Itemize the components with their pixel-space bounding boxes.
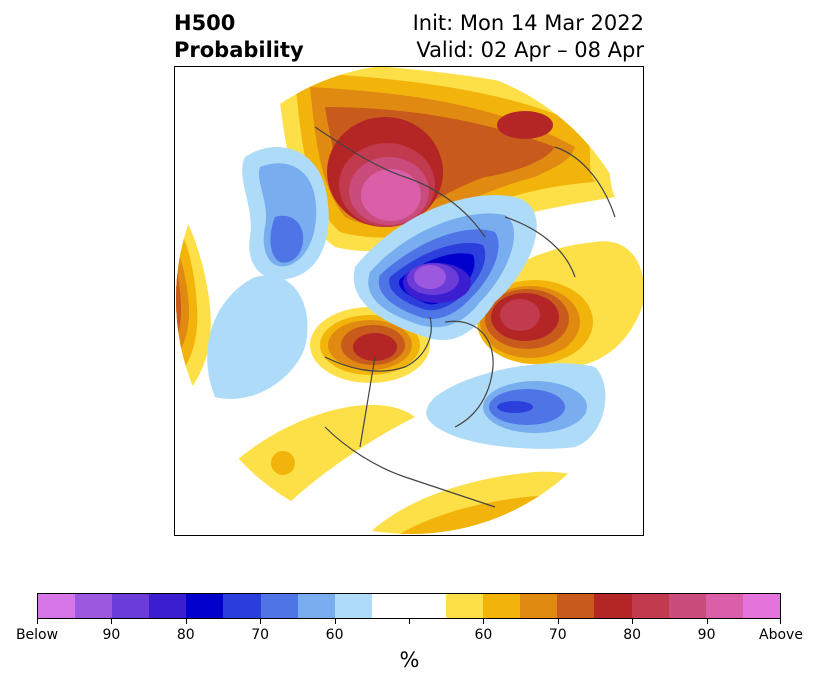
colorbar-tick-label: 60	[325, 627, 344, 643]
colorbar-tick-label: 80	[176, 627, 195, 643]
colorbar-tick	[632, 619, 634, 624]
colorbar-tick-label: 60	[474, 627, 493, 643]
colorbar-segment	[742, 594, 780, 618]
map-frame	[174, 66, 644, 536]
colorbar-tick	[706, 619, 708, 624]
colorbar-segment	[112, 594, 150, 618]
title-variable: H500	[174, 11, 236, 35]
colorbar	[37, 593, 781, 619]
colorbar-unit: %	[399, 648, 420, 672]
colorbar-segment	[705, 594, 743, 618]
colorbar-tick-label: Above	[759, 627, 803, 643]
colorbar-segment	[334, 594, 372, 618]
colorbar-tick	[483, 619, 485, 624]
colorbar-segment	[371, 594, 409, 618]
anomaly-atlantic-low	[426, 363, 606, 449]
colorbar-labels: Below 90 80 70 60 60 70 80 90 Above	[16, 627, 803, 647]
anomaly-west-na	[235, 404, 415, 510]
colorbar-segment	[38, 594, 76, 618]
colorbar-tick	[557, 619, 559, 624]
colorbar-tick-label: 70	[251, 627, 270, 643]
colorbar-segment	[557, 594, 595, 618]
colorbar-segment	[297, 594, 335, 618]
colorbar-tick-label: 90	[102, 627, 121, 643]
colorbar-segment	[186, 594, 224, 618]
colorbar-tick	[111, 619, 113, 624]
colorbar-ticks	[37, 619, 781, 624]
colorbar-tick	[780, 619, 781, 624]
colorbar-segment	[631, 594, 669, 618]
anomaly-arctic	[353, 195, 537, 341]
title-product: Probability	[174, 38, 304, 62]
colorbar-segment	[223, 594, 261, 618]
valid-range: Valid: 02 Apr – 08 Apr	[416, 38, 644, 62]
colorbar-tick	[260, 619, 262, 624]
coastlines	[314, 126, 616, 508]
colorbar-tick	[185, 619, 187, 624]
anomaly-europe	[275, 67, 615, 252]
colorbar-segment	[260, 594, 298, 618]
colorbar-tick-label: Below	[15, 627, 59, 643]
colorbar-segment	[408, 594, 447, 618]
colorbar-segment	[75, 594, 113, 618]
colorbar-tick	[334, 619, 336, 624]
colorbar-segment	[520, 594, 558, 618]
colorbar-segment	[594, 594, 632, 618]
colorbar-tick	[409, 619, 410, 624]
colorbar-tick-label: 70	[548, 627, 567, 643]
colorbar-segment	[483, 594, 521, 618]
colorbar-segment	[149, 594, 187, 618]
colorbar-tick	[37, 619, 38, 624]
colorbar-tick-label: 90	[697, 627, 716, 643]
colorbar-segment	[668, 594, 706, 618]
polar-map	[176, 67, 643, 534]
colorbar-segment	[446, 594, 484, 618]
anomaly-ne-pacific	[207, 147, 329, 399]
colorbar-tick-label: 80	[623, 627, 642, 643]
init-date: Init: Mon 14 Mar 2022	[412, 11, 644, 35]
title-right: Init: Mon 14 Mar 2022 Valid: 02 Apr – 08…	[413, 10, 644, 64]
title-left: H500 Probability	[174, 10, 304, 64]
